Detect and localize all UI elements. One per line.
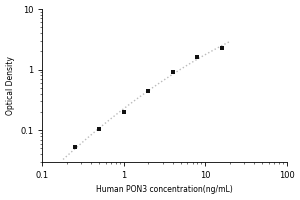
X-axis label: Human PON3 concentration(ng/mL): Human PON3 concentration(ng/mL) bbox=[96, 185, 233, 194]
Y-axis label: Optical Density: Optical Density bbox=[6, 56, 15, 115]
